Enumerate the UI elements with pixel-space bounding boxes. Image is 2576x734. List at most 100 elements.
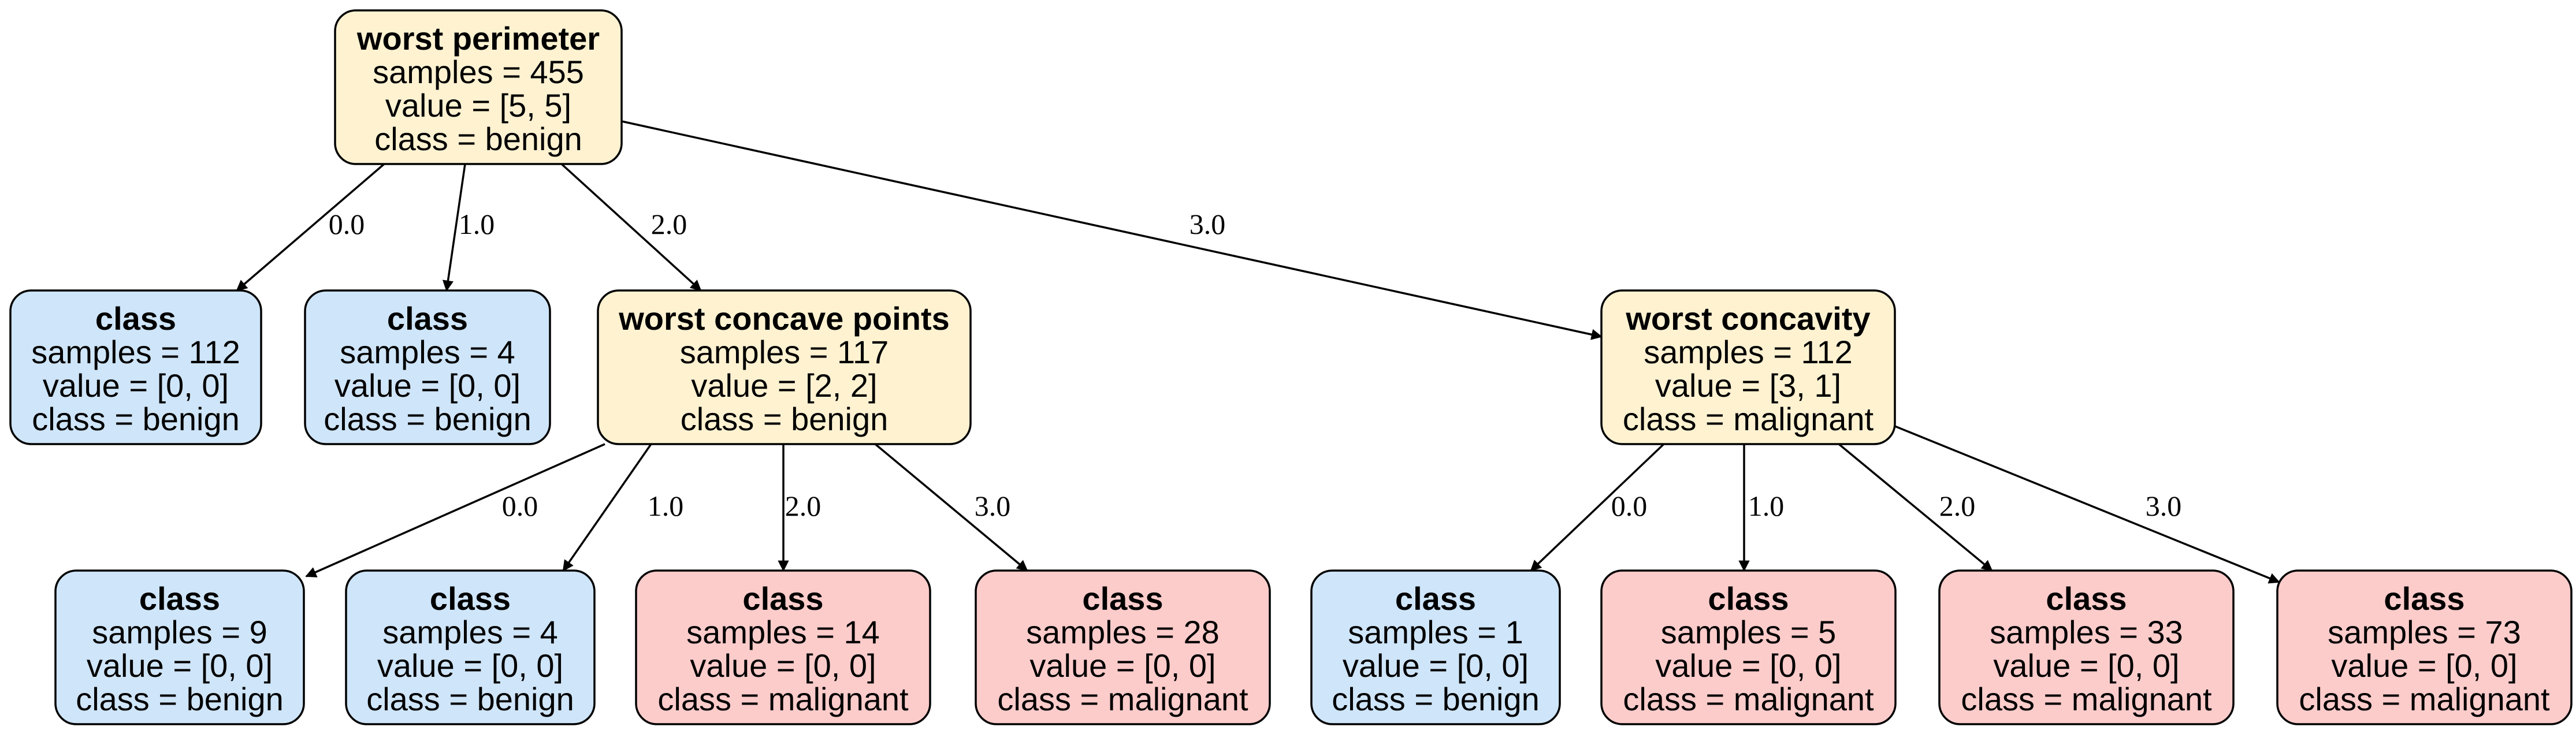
node-box [1600,289,1896,445]
edge-l1-2-l2-1: 1.0 [562,444,684,572]
node-samples: samples = 4 [340,334,515,370]
node-samples: samples = 455 [373,54,584,90]
node-class: class = malignant [1623,401,1874,437]
node-box [2276,569,2573,725]
node-value: value = [0, 0] [334,367,521,404]
node-value: value = [2, 2] [691,367,877,404]
node-class: class = malignant [1623,681,1874,717]
node-value: value = [0, 0] [2331,647,2517,684]
node-samples: samples = 9 [92,614,267,650]
node-box [1938,569,2235,725]
node-value: value = [3, 1] [1655,367,1841,404]
node-samples: samples = 73 [2328,614,2521,650]
node-box [1310,569,1561,725]
edge-arrow [560,163,702,292]
node-title: class [430,580,511,617]
node-samples: samples = 5 [1661,614,1837,650]
node-class: class = benign [366,681,574,717]
node-box [334,9,623,165]
node-value: value = [5, 5] [385,87,571,124]
node-samples: samples = 4 [382,614,558,650]
node-title: class [387,300,468,337]
node-value: value = [0, 0] [377,647,563,684]
edge-arrow [305,443,605,577]
node-box [54,569,305,725]
node-box [1600,569,1897,725]
node-class: class = benign [76,681,284,717]
node-title: worst concavity [1625,300,1870,337]
node-samples: samples = 33 [1990,614,2183,650]
edge-l1-2-l2-0: 0.0 [305,443,605,577]
node-box [975,569,1271,725]
edge-l1-2-l2-3: 3.0 [874,443,1028,572]
edge-arrow [874,443,1028,572]
edge-l1-2-l2-2: 2.0 [778,444,822,572]
node-value: value = [0, 0] [690,647,876,684]
edge-arrow [236,163,385,292]
edge-root-l1-2: 2.0 [560,163,702,292]
node-value: value = [0, 0] [43,367,229,404]
edge-l1-3-l2-6: 2.0 [1838,443,1993,572]
node-box [597,289,972,445]
node-value: value = [0, 0] [1343,647,1529,684]
edge-arrow [442,163,466,292]
node-value: value = [0, 0] [1993,647,2179,684]
edge-label: 3.0 [1190,208,1226,240]
node-box [345,569,596,725]
edge-root-l1-1: 1.0 [442,163,495,292]
edge-label: 3.0 [975,490,1011,522]
edge-arrow [1894,425,2280,584]
node-value: value = [0, 0] [87,647,273,684]
node-title: class [1395,580,1476,617]
edge-arrow [562,444,652,572]
node-box [9,289,262,445]
edge-label: 3.0 [2146,490,2182,522]
node-title: class [1708,580,1789,617]
edge-arrow [1838,443,1993,572]
node-class: class = benign [32,401,240,437]
node-title: worst perimeter [356,20,600,57]
node-class: class = malignant [1961,681,2212,717]
node-class: class = malignant [657,681,909,717]
edge-arrow [621,120,1603,340]
edge-l1-3-l2-7: 3.0 [1894,425,2280,584]
node-samples: samples = 28 [1026,614,1220,650]
edges-layer: 0.0 1.0 2.0 3.0 0.0 1.0 2.0 3.0 0.0 1.0 2.0 3.0 [236,120,2280,584]
node-samples: samples = 112 [31,334,240,370]
edge-label: 2.0 [651,208,687,240]
node-title: class [139,580,220,617]
node-title: class [2046,580,2127,617]
node-samples: samples = 14 [686,614,880,650]
edge-label: 1.0 [648,490,684,522]
node-class: class = malignant [997,681,1248,717]
node-class: class = benign [374,121,582,157]
edge-label: 2.0 [1939,490,1976,522]
edge-root-l1-3: 3.0 [621,120,1603,340]
edge-arrow [1530,443,1665,572]
node-title: worst concave points [618,300,950,337]
edge-label: 0.0 [502,490,538,522]
edge-label: 1.0 [1748,490,1785,522]
node-samples: samples = 112 [1644,334,1853,370]
edge-label: 2.0 [785,490,822,522]
node-value: value = [0, 0] [1029,647,1215,684]
node-box [304,289,551,445]
node-title: class [2384,580,2465,617]
node-title: class [742,580,823,617]
edge-label: 1.0 [459,208,495,240]
node-samples: samples = 1 [1348,614,1523,650]
edge-l1-3-l2-4: 0.0 [1530,443,1665,572]
